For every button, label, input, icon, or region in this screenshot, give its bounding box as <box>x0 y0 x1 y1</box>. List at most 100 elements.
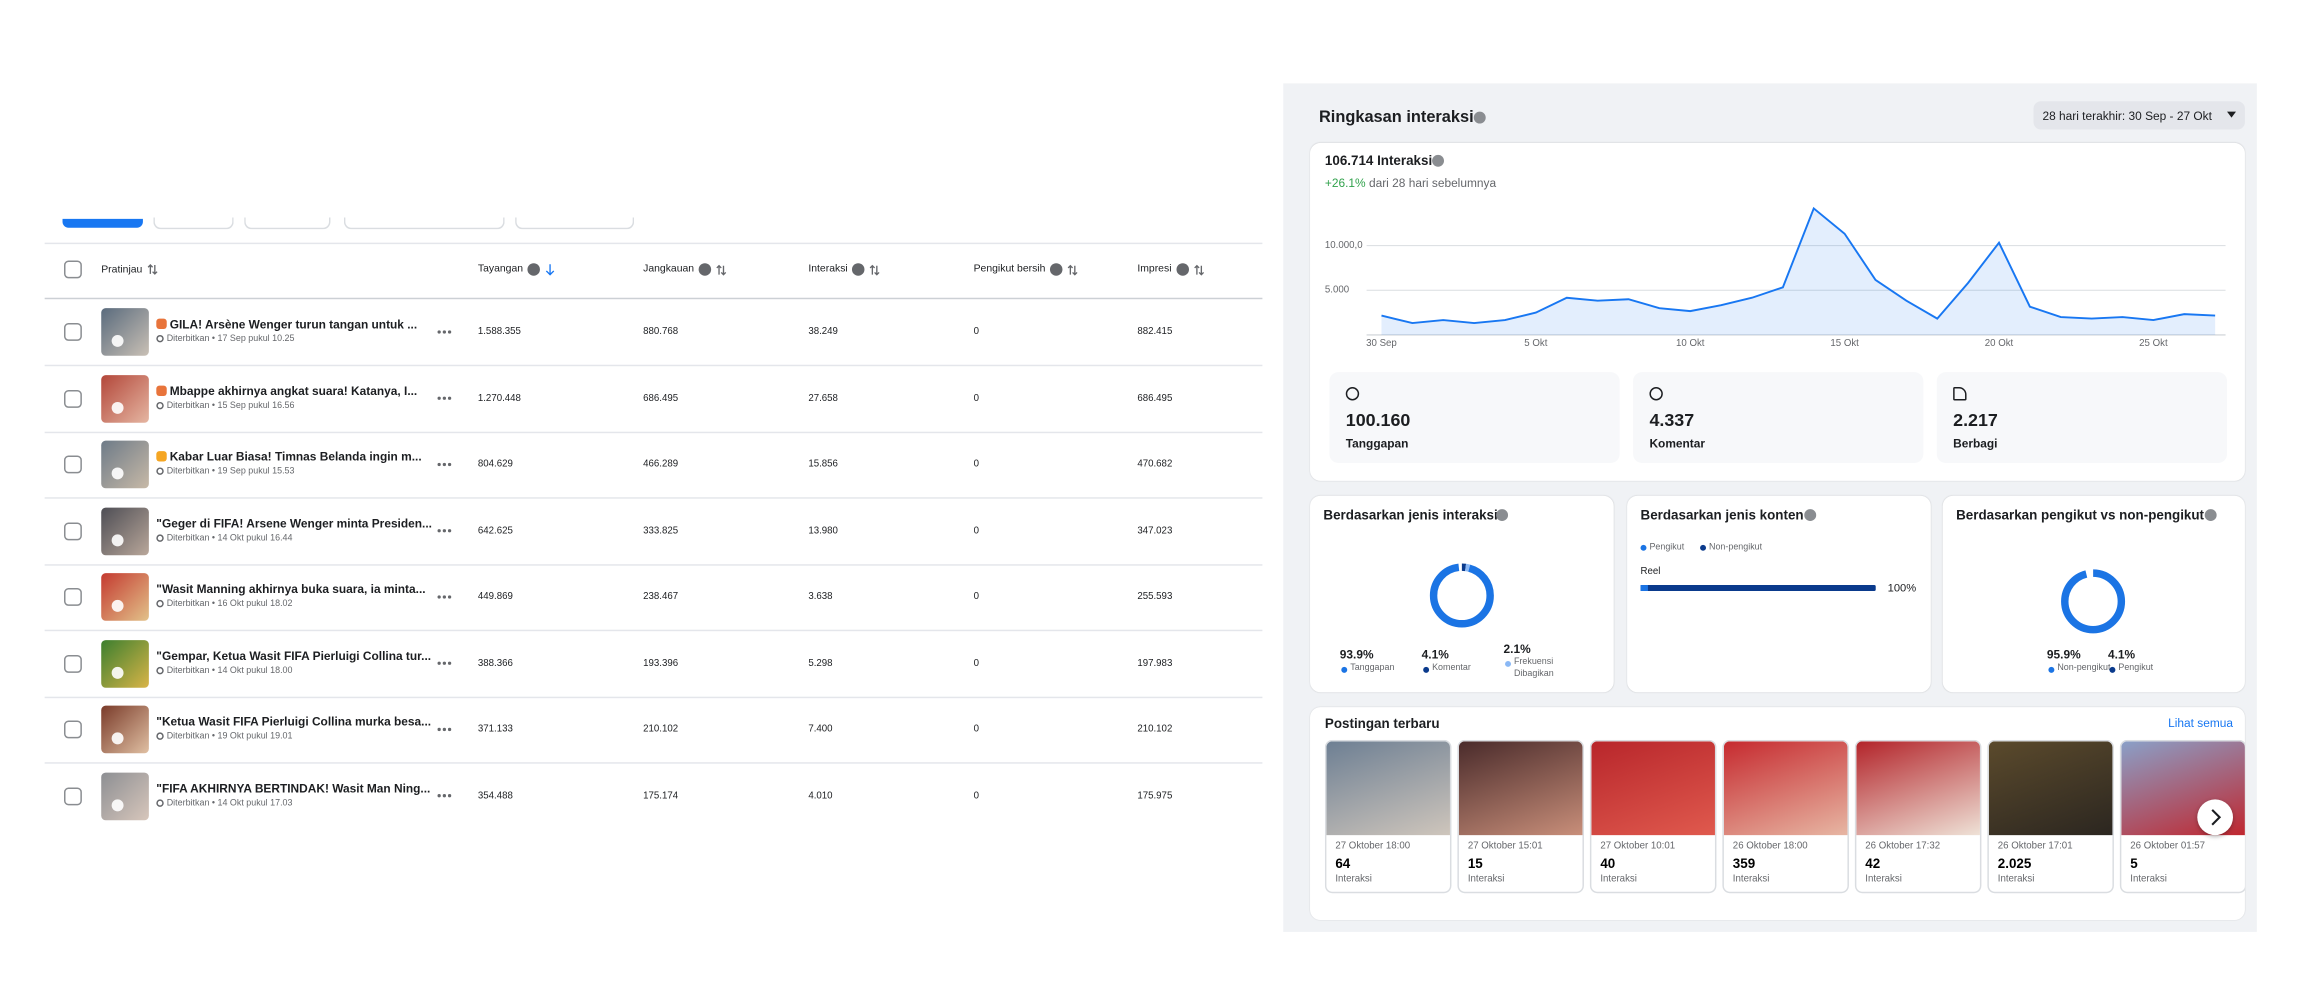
more-dot <box>437 661 441 665</box>
tab[interactable] <box>343 217 505 230</box>
cell-value: 0 <box>973 790 979 801</box>
more-dot <box>437 727 441 732</box>
checkbox[interactable] <box>64 455 82 474</box>
cell-value: 27.658 <box>808 393 838 404</box>
breakdown-title: Berdasarkan pengikut vs non-pengikut <box>1956 507 2205 523</box>
thumbnail[interactable] <box>101 573 149 621</box>
post[interactable]: 26 Oktober 18:00 359 Interaksi <box>1722 739 1849 894</box>
thumbnail[interactable] <box>101 639 149 688</box>
video-icon <box>111 666 124 679</box>
checkbox[interactable] <box>64 786 82 805</box>
post[interactable]: 26 Oktober 01:57 5 Interaksi <box>2119 739 2245 894</box>
title-info <box>1496 509 1509 522</box>
divider <box>44 297 1263 300</box>
cell-value: 1.588.355 <box>477 326 521 338</box>
column-header[interactable]: Pratinjau <box>101 263 157 275</box>
next-button[interactable] <box>2197 799 2234 836</box>
cell-value: 354.488 <box>477 790 513 801</box>
thumbnail[interactable] <box>101 771 149 820</box>
column-header[interactable]: Tayangan <box>478 263 556 276</box>
see-all-link[interactable]: Lihat semua <box>2168 716 2234 731</box>
post[interactable]: 27 Oktober 10:01 40 Interaksi <box>1589 739 1717 894</box>
cell-value: 238.467 <box>643 591 679 603</box>
date-range: 28 hari terakhir: 30 Sep - 27 Okt <box>2042 108 2212 123</box>
emoji-icon <box>156 318 167 329</box>
column-header-text: Impresi <box>1137 264 1172 275</box>
more-dot <box>442 462 447 467</box>
cell-value: 882.415 <box>1137 326 1173 338</box>
info-icon <box>527 263 541 276</box>
row-title[interactable]: "Ketua Wasit FIFA Pierluigi Collina murk… <box>156 715 432 729</box>
donut-segment <box>2061 569 2126 634</box>
cell-value: 193.396 <box>643 657 679 669</box>
tab[interactable] <box>515 217 635 230</box>
more-dot <box>437 330 441 334</box>
thumbnail[interactable] <box>101 506 149 555</box>
checkbox[interactable] <box>64 720 82 739</box>
sort-icon <box>870 264 881 275</box>
checkbox[interactable] <box>64 521 82 540</box>
thumbnail[interactable] <box>101 440 149 489</box>
cell-value: 686.495 <box>643 393 679 404</box>
post-count: 42 <box>1865 855 1881 871</box>
cell-value: 686.495 <box>1137 393 1173 404</box>
post-label: Interaksi <box>1732 873 1770 885</box>
row-title[interactable]: Kabar Luar Biasa! Timnas Belanda ingin m… <box>169 450 422 464</box>
row-title[interactable]: Mbappe akhirnya angkat suara! Katanya, I… <box>169 384 418 398</box>
more-dot <box>447 794 452 798</box>
cell-value: 0 <box>973 724 979 735</box>
cell-value: 642.625 <box>477 525 513 536</box>
more-dot <box>437 595 441 599</box>
emoji-icon <box>156 384 167 396</box>
checkbox[interactable] <box>64 588 82 606</box>
checkbox[interactable] <box>64 389 82 408</box>
thumbnail[interactable] <box>101 705 149 754</box>
checkbox[interactable] <box>64 323 82 341</box>
row-title[interactable]: "Wasit Manning akhirnya buka suara, ia m… <box>156 582 426 597</box>
more-dot <box>437 794 441 798</box>
cell-value: 347.023 <box>1137 525 1173 536</box>
column-header[interactable]: Interaksi <box>808 263 881 276</box>
stat-icon <box>1649 387 1663 401</box>
sort-icon <box>716 264 727 275</box>
tab[interactable] <box>153 217 234 230</box>
column-header[interactable]: Jangkauan <box>643 263 727 276</box>
row-title[interactable]: "Geger di FIFA! Arsene Wenger minta Pres… <box>156 516 432 530</box>
post[interactable]: 26 Oktober 17:01 2.025 Interaksi <box>1987 739 2114 894</box>
column-header[interactable]: Pengikut bersih <box>974 263 1079 276</box>
card <box>1310 495 1614 693</box>
more-dot <box>442 794 447 798</box>
post[interactable]: 26 Oktober 17:32 42 Interaksi <box>1854 739 1982 894</box>
row-title[interactable]: "Gempar, Ketua Wasit FIFA Pierluigi Coll… <box>156 649 432 663</box>
cell-value: 388.366 <box>477 657 513 669</box>
row-title[interactable]: GILA! Arsène Wenger turun tangan untuk .… <box>169 317 418 332</box>
cell-value: 15.856 <box>808 459 838 470</box>
row-title[interactable]: "FIFA AKHIRNYA BERTINDAK! Wasit Man Ning… <box>156 781 431 795</box>
cell-value: 880.768 <box>643 326 679 338</box>
tab-active[interactable] <box>62 218 143 228</box>
column-header[interactable]: Impresi <box>1137 263 1204 276</box>
stat-icon <box>1345 387 1360 401</box>
thumbnail[interactable] <box>101 308 149 356</box>
post-date: 26 Oktober 17:01 <box>1997 841 2073 852</box>
legend-dot <box>1700 544 1707 551</box>
x-tick-label: 25 Okt <box>2139 338 2168 350</box>
thumbnail[interactable] <box>101 374 149 423</box>
row-divider <box>44 563 1263 565</box>
legend-dot <box>1423 666 1430 673</box>
stat-box <box>1329 372 1620 463</box>
tab[interactable] <box>244 217 331 230</box>
globe-icon <box>156 401 164 409</box>
posts-clip: 27 Oktober 18:00 64 Interaksi 27 Oktober 15… <box>1324 739 2245 895</box>
checkbox[interactable] <box>64 260 82 279</box>
checkbox[interactable] <box>64 654 82 673</box>
post[interactable]: 27 Oktober 18:00 64 Interaksi <box>1324 739 1452 894</box>
post-count: 359 <box>1732 855 1756 871</box>
table-card <box>44 208 1263 834</box>
date-dropdown[interactable] <box>2033 101 2245 130</box>
post[interactable]: 27 Oktober 15:01 15 Interaksi <box>1457 739 1584 894</box>
post-count: 40 <box>1600 855 1616 871</box>
row-divider <box>44 695 1263 698</box>
